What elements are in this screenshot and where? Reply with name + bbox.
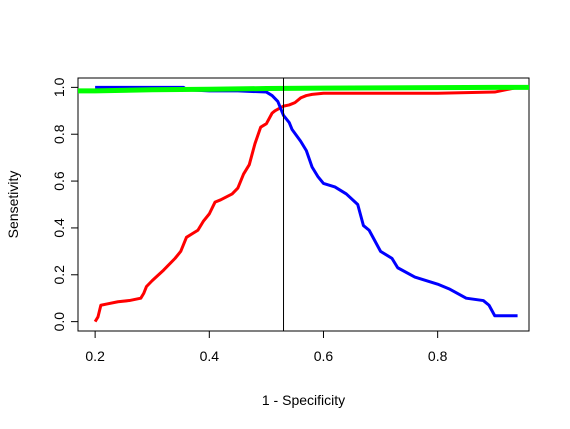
y-tick-label: 0.4 <box>51 218 67 238</box>
y-tick-label: 1.0 <box>51 77 67 97</box>
x-axis: 0.2 0.4 0.6 0.8 <box>85 330 448 364</box>
y-axis-title: Sensetivity <box>5 171 21 239</box>
x-tick-label: 0.6 <box>314 348 334 364</box>
y-tick-label: 0.0 <box>51 312 67 332</box>
roc-curve-red-line <box>93 85 518 323</box>
x-tick-label: 0.8 <box>428 348 448 364</box>
roc-curve-blue-line <box>95 85 518 318</box>
y-tick-label: 0.8 <box>51 124 67 144</box>
y-axis: 0.0 0.2 0.4 0.6 0.8 1.0 <box>51 77 79 332</box>
x-axis-title: 1 - Specificity <box>262 392 345 408</box>
y-tick-label: 0.2 <box>51 265 67 285</box>
roc-curve-green-line <box>78 84 529 94</box>
y-tick-label: 0.6 <box>51 171 67 191</box>
plot-frame <box>77 77 530 332</box>
x-tick-label: 0.2 <box>85 348 105 364</box>
series-layer <box>78 84 529 323</box>
x-tick-label: 0.4 <box>200 348 220 364</box>
